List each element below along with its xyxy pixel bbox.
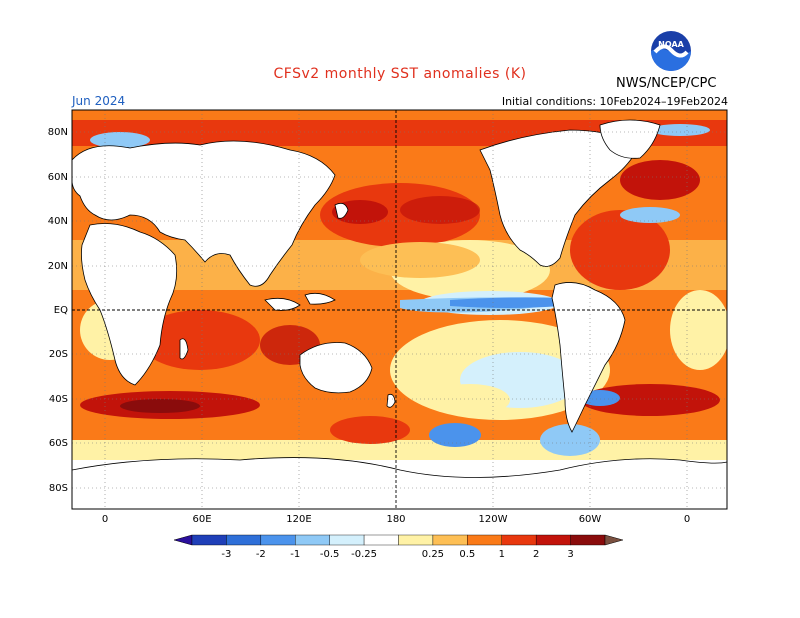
colorbar-swatch bbox=[604, 534, 624, 546]
colorbar-tick-label: 3 bbox=[567, 549, 573, 560]
map-title: CFSv2 monthly SST anomalies (K) bbox=[273, 66, 527, 82]
colorbar-swatch bbox=[501, 534, 537, 546]
lat-label: 60S bbox=[49, 438, 68, 449]
colorbar-tick-label: -1 bbox=[290, 549, 300, 560]
lat-label: 20S bbox=[49, 349, 68, 360]
lon-label: 180 bbox=[386, 514, 405, 525]
graticule bbox=[72, 110, 727, 509]
colorbar-tick-label: 0.25 bbox=[422, 549, 444, 560]
lon-label: 120E bbox=[286, 514, 311, 525]
colorbar-tick-label: -2 bbox=[256, 549, 266, 560]
lon-label: 60W bbox=[579, 514, 602, 525]
greenland-land bbox=[599, 119, 661, 159]
colorbar-tick-label: -3 bbox=[221, 549, 231, 560]
north-america-land bbox=[479, 129, 641, 267]
forecast-month: Jun 2024 bbox=[72, 94, 126, 108]
colorbar-swatch bbox=[467, 534, 502, 546]
south-america-land bbox=[551, 282, 626, 433]
colorbar-swatch bbox=[363, 534, 399, 546]
colorbar-swatch bbox=[398, 534, 434, 546]
colorbar-tick-label: -0.25 bbox=[351, 549, 377, 560]
lat-label: EQ bbox=[54, 305, 68, 316]
colorbar-swatch bbox=[329, 534, 365, 546]
colorbar-swatch bbox=[191, 534, 227, 546]
lat-label: 80N bbox=[48, 127, 68, 138]
colorbar-swatch bbox=[295, 534, 330, 546]
colorbar-swatch bbox=[260, 534, 296, 546]
colorbar-swatch bbox=[226, 534, 262, 546]
organization-label: NWS/NCEP/CPC bbox=[616, 76, 717, 91]
lat-label: 20N bbox=[48, 261, 68, 272]
colorbar-swatch bbox=[173, 534, 193, 546]
antarctica-land bbox=[72, 457, 727, 509]
lon-label: 120W bbox=[479, 514, 508, 525]
colorbar-tick-label: -0.5 bbox=[320, 549, 340, 560]
colorbar-swatch bbox=[432, 534, 468, 546]
initial-conditions: Initial conditions: 10Feb2024–19Feb2024 bbox=[501, 95, 728, 108]
colorbar-tick-label: 0.5 bbox=[459, 549, 475, 560]
australia-land bbox=[299, 342, 373, 394]
lon-label: 60E bbox=[192, 514, 211, 525]
lon-label: 0 bbox=[684, 514, 690, 525]
eurasia-land bbox=[72, 140, 336, 287]
colorbar-legend: -3 -2 -1 -0.5 -0.25 0.25 0.5 1 2 3 bbox=[173, 534, 624, 560]
svg-text:NOAA: NOAA bbox=[658, 40, 684, 49]
lat-label: 40S bbox=[49, 394, 68, 405]
colorbar-swatch bbox=[535, 534, 571, 546]
colorbar-tick-label: 2 bbox=[533, 549, 539, 560]
africa-land bbox=[81, 223, 178, 386]
colorbar-tick-label: 1 bbox=[499, 549, 505, 560]
lat-label: 40N bbox=[48, 216, 68, 227]
colorbar-swatch bbox=[570, 534, 606, 546]
lat-label: 60N bbox=[48, 172, 68, 183]
lat-label: 80S bbox=[49, 483, 68, 494]
noaa-logo-icon: NOAA bbox=[651, 31, 691, 71]
map-frame bbox=[71, 109, 728, 510]
lon-label: 0 bbox=[102, 514, 108, 525]
